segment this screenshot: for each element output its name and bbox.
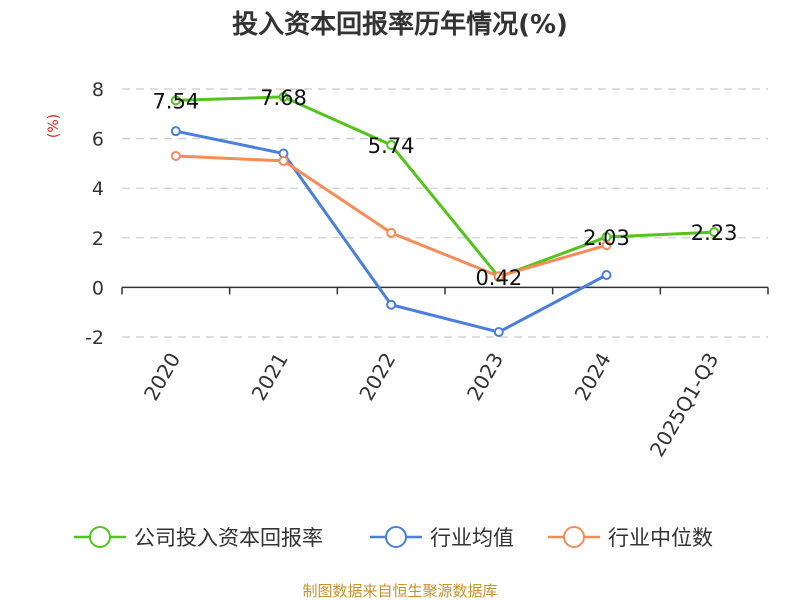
x-tick-label: 2023 xyxy=(462,349,508,405)
series-1 xyxy=(170,126,612,338)
x-tick-label: 2021 xyxy=(247,349,293,405)
legend-marker xyxy=(385,526,407,548)
x-tick-label: 2022 xyxy=(354,349,400,405)
y-tick-label: 0 xyxy=(92,277,104,299)
data-label: 0.42 xyxy=(475,266,522,290)
grid-layer xyxy=(122,88,768,338)
y-tick-label: 4 xyxy=(92,178,104,200)
y-tick-label: -2 xyxy=(85,327,104,349)
data-label: 5.74 xyxy=(368,134,415,158)
series-0 xyxy=(170,91,720,282)
data-point xyxy=(601,270,612,280)
series-2 xyxy=(170,150,612,282)
data-point xyxy=(709,227,720,238)
source-note: 制图数据来自恒生聚源数据库 xyxy=(302,582,497,600)
data-label: 2.23 xyxy=(691,221,738,245)
x-tick-label: 2024 xyxy=(570,349,616,405)
x-tick-label: 2025Q1-Q3 xyxy=(645,349,724,461)
data-point xyxy=(601,240,612,251)
data-point xyxy=(386,299,397,310)
data-point xyxy=(386,227,397,238)
legend-label: 行业均值 xyxy=(430,526,514,550)
legend-item-0: 公司投入资本回报率 xyxy=(74,526,323,550)
data-point xyxy=(493,271,504,282)
axis-layer: -2 0 2 4 6 8 2020 2021 2022 2023 2024 2025Q1-Q3 xyxy=(85,79,769,461)
legend-item-2: 行业中位数 xyxy=(548,526,713,550)
legend-label: 行业中位数 xyxy=(608,526,713,550)
data-label: 7.68 xyxy=(260,86,307,110)
legend-item-1: 行业均值 xyxy=(370,526,514,550)
legend-marker xyxy=(89,526,111,548)
series-line xyxy=(175,154,607,278)
legend-marker xyxy=(563,526,585,548)
y-tick-label: 2 xyxy=(92,228,104,250)
data-label: 7.54 xyxy=(152,89,199,113)
data-point xyxy=(493,327,504,338)
series-line xyxy=(175,95,715,279)
legend: 公司投入资本回报率 行业均值 行业中位数 xyxy=(74,526,713,550)
data-point xyxy=(170,126,181,137)
chart-title: 投入资本回报率历年情况(%) xyxy=(232,9,568,40)
data-point xyxy=(278,155,289,166)
x-tick-label: 2020 xyxy=(139,349,185,405)
y-tick-label: 6 xyxy=(92,129,104,151)
series-layer xyxy=(170,91,720,338)
y-axis-label: (%) xyxy=(46,114,62,138)
legend-label: 公司投入资本回报率 xyxy=(134,526,323,550)
data-label-layer: 7.54 7.68 5.74 0.42 2.03 2.23 xyxy=(152,86,737,290)
y-tick-label: 8 xyxy=(92,79,104,101)
data-point xyxy=(278,91,289,102)
data-label: 2.03 xyxy=(583,226,630,250)
data-point xyxy=(170,150,181,161)
data-point xyxy=(386,140,397,151)
data-point xyxy=(170,95,181,106)
